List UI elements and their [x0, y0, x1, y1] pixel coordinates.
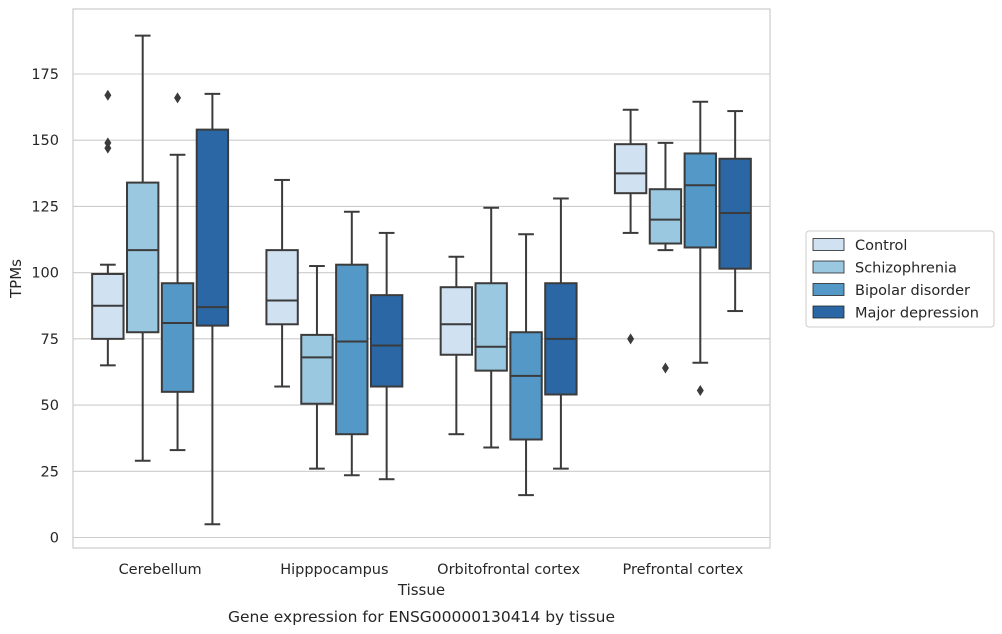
- outlier-point: [174, 92, 182, 104]
- iqr-box: [300, 333, 334, 405]
- box-bipolar-disorder-orbitofrontal-cortex: [509, 233, 543, 497]
- box-control-prefrontal-cortex: [613, 108, 648, 345]
- legend-label: Major depression: [855, 306, 979, 322]
- iqr-box: [335, 263, 369, 436]
- x-tick-label: Hipppocampus: [280, 562, 388, 578]
- box-major-depression-cerebellum: [195, 92, 230, 526]
- box-bipolar-disorder-hipppocampus: [335, 210, 369, 477]
- legend-label: Schizophrenia: [855, 261, 957, 277]
- outlier-point: [104, 89, 112, 101]
- box-schizophrenia-orbitofrontal-cortex: [474, 206, 508, 449]
- box-schizophrenia-hipppocampus: [300, 265, 334, 470]
- x-tick-label: Orbitofrontal cortex: [437, 562, 580, 578]
- iqr-box: [439, 286, 474, 356]
- outlier-point: [661, 362, 669, 374]
- x-axis-label: Tissue: [397, 581, 445, 599]
- box-major-depression-orbitofrontal-cortex: [544, 197, 578, 470]
- legend: Control Schizophrenia Bipolar disorder Majo…: [805, 230, 995, 328]
- legend-swatch: [812, 260, 845, 274]
- box-control-hipppocampus: [265, 178, 299, 388]
- series-bipolar-disorder: [160, 92, 717, 497]
- outlier-point: [627, 333, 635, 345]
- box-schizophrenia-cerebellum: [126, 34, 160, 462]
- legend-label: Control: [855, 238, 907, 254]
- iqr-box: [126, 181, 160, 334]
- x-axis-ticks: Cerebellum Hipppocampus Orbitofrontal cort…: [119, 562, 744, 578]
- iqr-box: [369, 294, 404, 388]
- y-tick-label: 125: [31, 199, 59, 215]
- legend-label: Bipolar disorder: [855, 283, 970, 299]
- box-bipolar-disorder-cerebellum: [160, 92, 195, 452]
- series-schizophrenia: [126, 34, 683, 470]
- iqr-box: [265, 249, 299, 326]
- series-control: [91, 89, 648, 436]
- iqr-box: [160, 282, 195, 393]
- outlier-point: [696, 385, 704, 397]
- iqr-box: [474, 282, 508, 372]
- box-schizophrenia-prefrontal-cortex: [648, 141, 683, 374]
- box-control-orbitofrontal-cortex: [439, 255, 474, 436]
- y-tick-label: 150: [31, 133, 59, 149]
- outlier-point: [104, 137, 112, 149]
- y-tick-label: 25: [41, 464, 59, 480]
- figure-caption: Gene expression for ENSG00000130414 by t…: [228, 608, 615, 626]
- legend-swatch: [812, 283, 845, 296]
- box-control-cerebellum: [91, 89, 125, 367]
- x-tick-label: Cerebellum: [119, 562, 202, 578]
- box-bipolar-disorder-prefrontal-cortex: [683, 100, 717, 397]
- iqr-box: [648, 188, 683, 245]
- box-major-depression-prefrontal-cortex: [718, 110, 752, 313]
- y-tick-label: 100: [31, 266, 59, 282]
- legend-swatch: [812, 305, 845, 319]
- iqr-box: [683, 152, 717, 249]
- legend-frame: [805, 230, 995, 328]
- y-tick-label: 175: [31, 67, 59, 83]
- iqr-box: [509, 331, 543, 441]
- box-major-depression-hipppocampus: [369, 231, 404, 481]
- y-axis-ticks: 0 25 50 75 100 125 150 175: [31, 67, 59, 547]
- series-major-depression: [195, 92, 752, 526]
- iqr-box: [195, 128, 230, 327]
- box-series: [91, 34, 752, 526]
- plot-frame: [72, 8, 771, 549]
- x-tick-label: Prefrontal cortex: [622, 562, 743, 578]
- y-tick-label: 0: [50, 531, 59, 547]
- y-axis-label: TPMs: [7, 259, 25, 299]
- y-tick-label: 75: [41, 332, 59, 348]
- y-tick-label: 50: [41, 398, 59, 414]
- iqr-box: [613, 143, 648, 195]
- legend-swatch: [812, 238, 845, 251]
